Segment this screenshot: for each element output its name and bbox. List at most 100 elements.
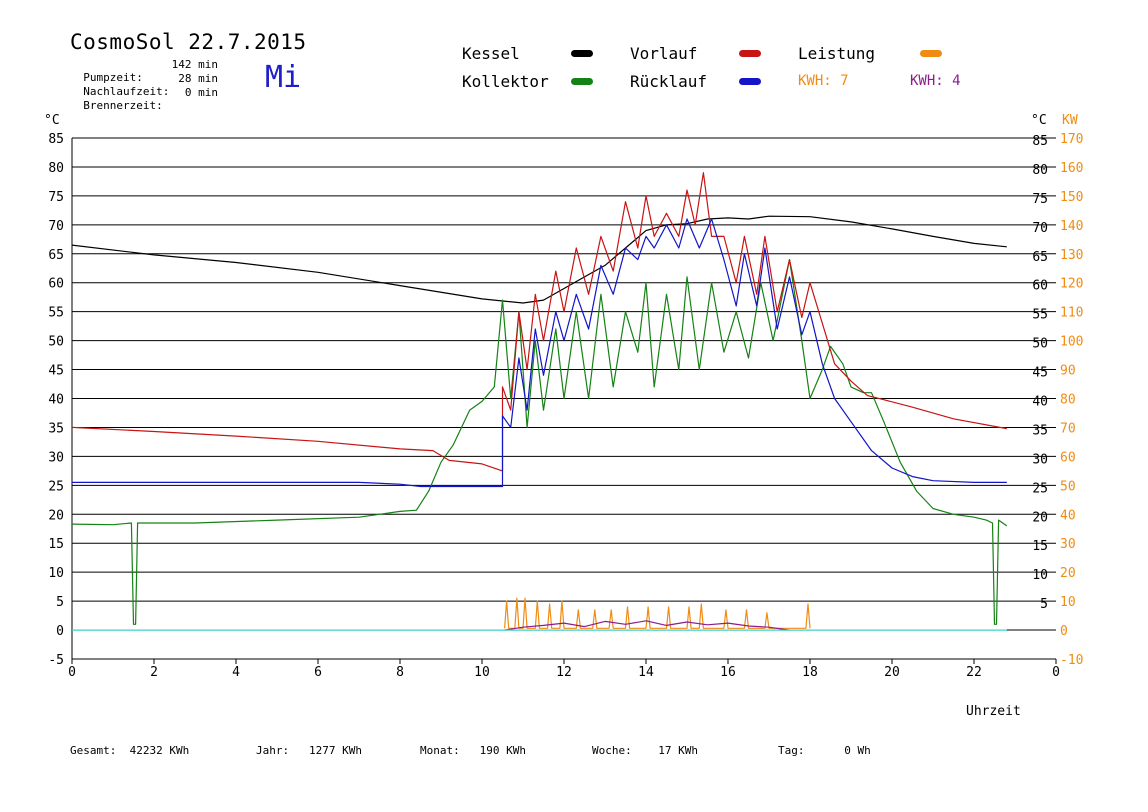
brennerzeit-label: Brennerzeit: xyxy=(83,99,163,112)
x-tick-label: 12 xyxy=(556,665,572,680)
y2-tick-label: 10 xyxy=(1060,595,1076,610)
y2-tick-label: 120 xyxy=(1060,277,1083,292)
tag-value: 0 Wh xyxy=(844,744,871,757)
x-tick-label: 8 xyxy=(396,665,404,680)
x-tick-label: 2 xyxy=(150,665,158,680)
kwh-orange-label: KWH: 7 xyxy=(798,73,849,89)
footer-jahr: Jahr: 1277 KWh xyxy=(256,744,362,757)
x-tick-label: 0 xyxy=(68,665,76,680)
y-tick-label: 70 xyxy=(48,219,64,234)
series-line-leistung-r-cklauf xyxy=(504,620,790,631)
x-tick-label: 22 xyxy=(966,665,982,680)
y-right-tick-label: 5 xyxy=(1040,597,1048,612)
series-line-leistung xyxy=(504,597,811,629)
y2-axis-unit-label: KW xyxy=(1062,113,1078,128)
pumpzeit-stat: Pumpzeit: 142 min xyxy=(70,58,218,84)
y-tick-label: 85 xyxy=(48,132,64,147)
nachlaufzeit-value: 28 min xyxy=(178,72,218,85)
y-tick-label: 55 xyxy=(48,306,64,321)
y2-tick-label: 80 xyxy=(1060,393,1076,408)
nachlaufzeit-label: Nachlaufzeit: xyxy=(83,85,170,98)
y2-tick-label: 50 xyxy=(1060,479,1076,494)
footer-tag: Tag: 0 Wh xyxy=(778,744,871,757)
y-right-tick-label: 15 xyxy=(1032,539,1048,554)
y2-tick-label: 0 xyxy=(1060,624,1068,639)
legend-ruecklauf-swatch xyxy=(739,78,761,85)
y-tick-label: 80 xyxy=(48,161,64,176)
nachlaufzeit-stat: Nachlaufzeit: 28 min xyxy=(70,72,218,98)
y-tick-label: 75 xyxy=(48,190,64,205)
y-tick-label: 50 xyxy=(48,335,64,350)
woche-value: 17 KWh xyxy=(658,744,698,757)
y-right-tick-label: 10 xyxy=(1032,568,1048,583)
x-tick-label: 18 xyxy=(802,665,818,680)
chart-title: CosmoSol 22.7.2015 xyxy=(70,30,307,54)
series-lines xyxy=(71,172,1008,631)
y-tick-label: 35 xyxy=(48,421,64,436)
grid-lines xyxy=(71,137,1056,660)
y-right-tick-label: 45 xyxy=(1032,366,1048,381)
y-tick-label: 30 xyxy=(48,450,64,465)
y2-tick-label: -10 xyxy=(1060,653,1083,668)
y2-tick-label: 160 xyxy=(1060,161,1083,176)
y-tick-label: -5 xyxy=(48,653,64,668)
gesamt-value: 42232 KWh xyxy=(129,744,190,757)
legend-vorlauf-swatch xyxy=(739,50,761,57)
y-right-tick-label: 35 xyxy=(1032,423,1048,438)
y-tick-label: 15 xyxy=(48,537,64,552)
y2-tick-label: 130 xyxy=(1060,248,1083,263)
legend-vorlauf-label: Vorlauf xyxy=(630,44,698,63)
y-right-tick-label: 25 xyxy=(1032,481,1048,496)
legend-leistung-swatch xyxy=(920,50,942,57)
y-tick-label: 10 xyxy=(48,566,64,581)
pumpzeit-value: 142 min xyxy=(171,58,218,71)
legend-kollektor-swatch xyxy=(571,78,593,85)
y2-tick-label: 170 xyxy=(1060,132,1083,147)
footer-gesamt: Gesamt: 42232 KWh xyxy=(70,744,189,757)
y2-tick-label: 140 xyxy=(1060,219,1083,234)
y-tick-label: 60 xyxy=(48,277,64,292)
x-tick-label: 0 xyxy=(1052,665,1060,680)
x-tick-label: 4 xyxy=(232,665,240,680)
series-line-kollektor xyxy=(71,259,1008,625)
y-right-tick-label: 80 xyxy=(1032,163,1048,178)
tick-labels: -505101520253035404550556065707580855101… xyxy=(48,132,1083,680)
x-axis-label: Uhrzeit xyxy=(966,704,1021,719)
y-right-tick-label: 40 xyxy=(1032,395,1048,410)
y-tick-label: 5 xyxy=(56,595,64,610)
y-right-tick-label: 65 xyxy=(1032,250,1048,265)
legend-leistung-label: Leistung xyxy=(798,44,876,63)
woche-label: Woche: xyxy=(592,744,632,757)
y-tick-label: 0 xyxy=(56,624,64,639)
y2-tick-label: 150 xyxy=(1060,190,1083,205)
y-tick-label: 45 xyxy=(48,364,64,379)
footer-woche: Woche: 17 KWh xyxy=(592,744,698,757)
legend-kessel-swatch xyxy=(571,50,593,57)
series-line-kessel xyxy=(71,215,1007,304)
series-line-vorlauf xyxy=(71,172,1007,472)
brennerzeit-value: 0 min xyxy=(184,86,218,99)
y-right-tick-label: 60 xyxy=(1032,279,1048,294)
y-tick-label: 20 xyxy=(48,508,64,523)
y-right-tick-label: 55 xyxy=(1032,308,1048,323)
jahr-value: 1277 KWh xyxy=(309,744,362,757)
x-tick-label: 10 xyxy=(474,665,490,680)
monat-label: Monat: xyxy=(420,744,460,757)
gesamt-label: Gesamt: xyxy=(70,744,117,757)
y2-tick-label: 110 xyxy=(1060,306,1083,321)
brennerzeit-stat: Brennerzeit: 0 min xyxy=(70,86,218,112)
monat-value: 190 KWh xyxy=(479,744,526,757)
y-tick-label: 40 xyxy=(48,393,64,408)
y-right-tick-label: 20 xyxy=(1032,510,1048,525)
legend-ruecklauf-label: Rücklauf xyxy=(630,72,708,91)
y2-tick-label: 30 xyxy=(1060,537,1076,552)
y-right-tick-label: 85 xyxy=(1032,134,1048,149)
tag-label: Tag: xyxy=(778,744,805,757)
series-line-r-cklauf xyxy=(72,218,1007,488)
y-tick-label: 25 xyxy=(48,479,64,494)
x-tick-label: 20 xyxy=(884,665,900,680)
y-right-tick-label: 30 xyxy=(1032,452,1048,467)
x-tick-label: 16 xyxy=(720,665,736,680)
y2-tick-label: 70 xyxy=(1060,421,1076,436)
